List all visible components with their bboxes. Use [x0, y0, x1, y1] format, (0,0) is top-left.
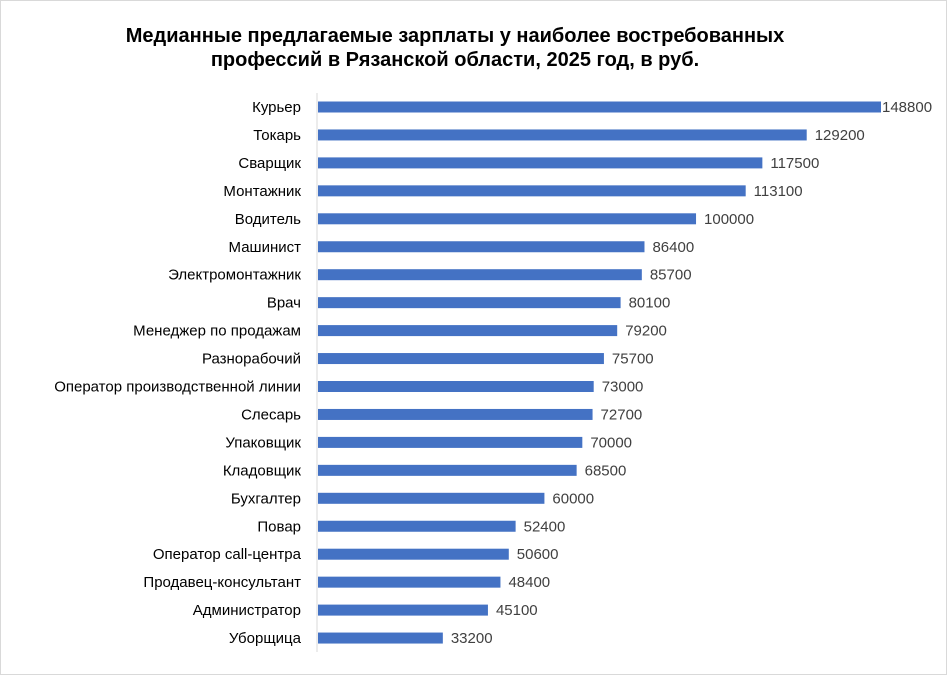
chart-title: Медианные предлагаемые зарплаты у наибол…: [0, 24, 910, 72]
category-label: Слесарь: [241, 406, 301, 423]
bar: [318, 548, 509, 560]
value-label: 113100: [754, 183, 803, 200]
category-label: Продавец-консультант: [143, 574, 301, 591]
category-label: Администратор: [193, 602, 301, 619]
value-label: 80100: [629, 295, 671, 312]
category-label: Уборщица: [229, 630, 302, 647]
bar: [318, 353, 604, 365]
bar: [318, 632, 443, 644]
bar: [318, 129, 807, 141]
category-label: Оператор производственной линии: [54, 379, 301, 396]
chart-title-line-1: Медианные предлагаемые зарплаты у наибол…: [125, 25, 785, 47]
value-label: 48400: [508, 574, 550, 591]
value-label: 86400: [652, 239, 694, 256]
category-label: Бухгалтер: [231, 490, 301, 507]
bar: [318, 185, 746, 197]
bar: [318, 492, 545, 504]
bar: [318, 576, 501, 588]
chart-title-line-2: профессий в Рязанской области, 2025 год,…: [210, 49, 700, 71]
category-label: Оператор call-центра: [153, 546, 302, 563]
category-label: Кладовщик: [223, 462, 302, 479]
value-label: 129200: [815, 127, 865, 144]
bar: [318, 408, 593, 420]
bar: [318, 381, 594, 392]
bar: [318, 464, 577, 476]
bar: [318, 241, 645, 253]
value-label: 73000: [602, 379, 644, 396]
value-label: 79200: [625, 323, 667, 340]
category-label: Упаковщик: [225, 434, 301, 451]
value-label: 50600: [517, 546, 559, 563]
bar: [318, 101, 881, 113]
bar: [318, 157, 763, 169]
value-label: 68500: [585, 462, 627, 479]
value-label: 85700: [650, 267, 692, 284]
category-label: Курьер: [252, 99, 301, 116]
value-label: 75700: [612, 351, 654, 368]
category-label: Электромонтажник: [168, 267, 301, 284]
bar: [318, 297, 621, 309]
value-label: 33200: [451, 630, 493, 647]
value-label: 72700: [601, 406, 643, 423]
bar: [318, 269, 642, 281]
category-label: Разнорабочий: [202, 351, 301, 368]
category-label: Менеджер по продажам: [133, 323, 301, 340]
category-label: Машинист: [229, 239, 302, 256]
value-label: 70000: [590, 434, 632, 451]
category-label: Повар: [257, 518, 301, 535]
bar: [318, 213, 697, 225]
bar: [318, 520, 516, 532]
category-label: Токарь: [253, 127, 301, 144]
category-label: Сварщик: [238, 155, 301, 172]
category-label: Врач: [267, 295, 301, 312]
value-label: 117500: [770, 155, 819, 172]
category-label: Водитель: [235, 211, 301, 228]
bar: [318, 604, 488, 616]
value-label: 45100: [496, 602, 538, 619]
value-label: 52400: [524, 518, 566, 535]
value-label: 60000: [552, 490, 594, 507]
category-label: Монтажник: [223, 183, 301, 200]
bar: [318, 436, 583, 448]
value-label: 148800: [882, 99, 932, 116]
value-label: 100000: [704, 211, 754, 228]
bar: [318, 325, 618, 337]
